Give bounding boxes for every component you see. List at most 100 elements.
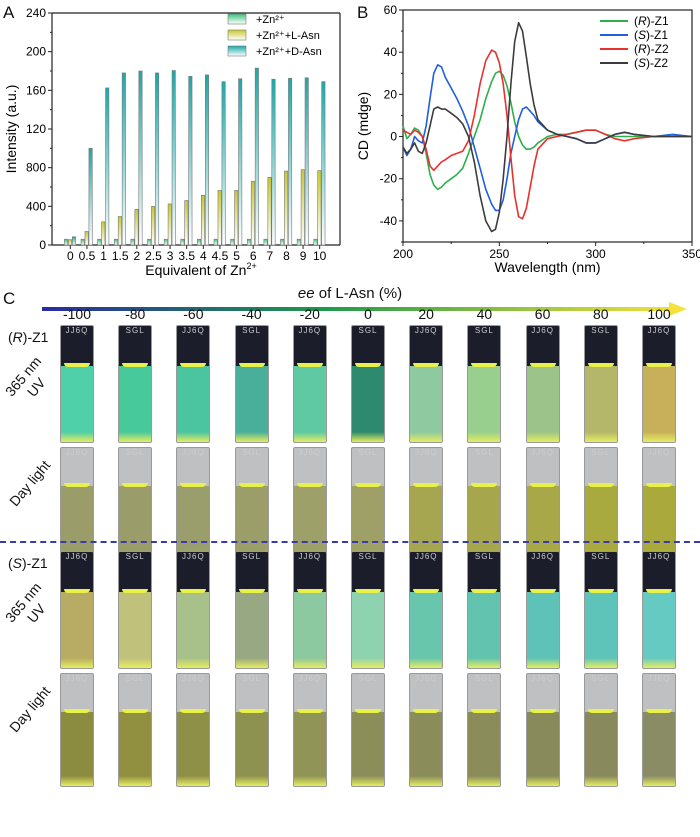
ee-value-label: 40 (476, 306, 493, 322)
ee-value-label: 0 (364, 306, 372, 322)
cuvette-engraving: SGL (358, 448, 378, 457)
cuvette-bottom (643, 658, 675, 668)
legend-prefix: ( (634, 28, 638, 42)
cuvette-uv: SGL (583, 325, 618, 443)
cuvette-bottom (643, 432, 675, 442)
legend-label: +Zn²⁺+D-Asn (256, 46, 322, 58)
group-label: (R)-Z1 (8, 329, 48, 345)
bar--zn2- (213, 238, 218, 246)
legend-italic: R (638, 14, 647, 28)
x-tick-label: 1.5 (112, 249, 129, 263)
bar--zn2-d-asn (171, 70, 176, 246)
meniscus (296, 483, 323, 487)
legend-label: (R)-Z2 (634, 42, 669, 56)
cuvette-engraving: SGL (591, 552, 611, 561)
meniscus (355, 483, 381, 487)
cuvette-uv: JJ6Q (292, 325, 327, 443)
cuvette-engraving: JJ6Q (298, 552, 322, 561)
ee-value-label: -100 (62, 306, 92, 322)
cuvette-bottom (352, 658, 384, 668)
cuvette-uv: JJ6Q (525, 325, 560, 443)
x-axis-title: Equivalent of Zn2+ (145, 261, 256, 278)
cuvette-bottom (119, 432, 152, 442)
x-tick-label: 8 (283, 249, 290, 263)
meniscus (180, 363, 207, 367)
cuvette-bottom (177, 776, 210, 786)
y-tick-label: 40 (384, 45, 398, 59)
cuvette-bottom (643, 776, 675, 786)
cuvette-bottom (526, 658, 559, 668)
legend-prefix: ( (634, 42, 638, 56)
x-tick-label: 2 (133, 249, 140, 263)
bar--zn2-l-asn (68, 239, 72, 246)
cuvette-daylight: JJ6Q (292, 673, 327, 787)
cuvette-engraving: JJ6Q (414, 552, 438, 561)
cuvette-engraving: SGL (242, 326, 262, 335)
bar--zn2- (80, 238, 85, 246)
cuvette-engraving: SGL (358, 674, 378, 683)
x-tick-label: 3 (167, 249, 174, 263)
cuvette-engraving: SGL (125, 674, 145, 683)
x-axis-title: Wavelength (nm) (494, 259, 600, 275)
cuvette-engraving: JJ6Q (65, 674, 89, 683)
bar--zn2- (230, 238, 235, 246)
legend-prefix: ( (634, 14, 638, 28)
ee-value-label: 100 (647, 306, 671, 322)
meniscus (64, 709, 90, 713)
ee-value-label: -20 (299, 306, 320, 322)
meniscus (646, 589, 672, 593)
meniscus (413, 709, 440, 713)
cuvette-bottom (293, 432, 326, 442)
y-axis-title: Intensity (a.u.) (3, 85, 19, 174)
bar--zn2- (280, 238, 285, 246)
group-label: (S)-Z1 (8, 555, 48, 571)
legend-prefix: ( (634, 56, 638, 70)
bar--zn2- (97, 238, 102, 246)
cuvette-bottom (526, 776, 559, 786)
cuvette-uv: SGL (234, 551, 269, 669)
bar--zn2- (147, 238, 152, 246)
cuvette-bottom (235, 658, 268, 668)
cuvette-bottom (177, 658, 210, 668)
cuvette-engraving: JJ6Q (298, 674, 322, 683)
group-label-italic: S (12, 555, 23, 571)
x-tick-label: 7 (266, 249, 273, 263)
cuvette-bottom (468, 776, 501, 786)
cuvette-engraving: SGL (125, 552, 145, 561)
cuvette-daylight: SGL (583, 673, 618, 787)
y-tick-label: 200 (26, 45, 46, 59)
meniscus (587, 363, 614, 367)
cuvette-daylight: SGL (351, 673, 385, 787)
cuvette-engraving: SGL (474, 552, 494, 561)
legend-suffix: )-Z2 (647, 42, 669, 56)
line--r-z2 (402, 49, 692, 220)
legend-label: +Zn²⁺ (256, 14, 285, 26)
cuvette-engraving: JJ6Q (298, 448, 322, 457)
cuvette-engraving: JJ6Q (65, 552, 89, 561)
ee-value-label: -80 (125, 306, 146, 322)
legend-label: +Zn²⁺+L-Asn (256, 30, 320, 42)
bar--zn2-l-asn (151, 206, 156, 246)
cuvette-daylight: JJ6Q (176, 447, 211, 561)
ee-gradient-arrow (42, 302, 687, 316)
cuvette-bottom (235, 776, 268, 786)
bar--zn2-d-asn (188, 76, 193, 246)
cuvette-engraving: JJ6Q (647, 552, 671, 561)
meniscus (413, 589, 440, 593)
cuvette-uv: SGL (467, 551, 502, 669)
cuvette-bottom (352, 776, 384, 786)
x-tick-label: 350 (682, 247, 700, 261)
bar--zn2-l-asn (167, 203, 172, 246)
cuvette-engraving: SGL (474, 674, 494, 683)
meniscus (355, 363, 381, 367)
bar-chart-intensity: 0 400 800 120 160 200 240 0 0.5 1 1.5 2 2.5 3 3.5 4 4.5 5… (3, 6, 341, 278)
ee-arrow-head (669, 302, 687, 316)
bar--zn2- (180, 238, 185, 246)
meniscus (646, 483, 672, 487)
legend-italic: R (638, 42, 647, 56)
bar--zn2-d-asn (88, 148, 93, 246)
legend-suffix: )-Z1 (647, 14, 669, 28)
bar--zn2-l-asn (267, 177, 272, 246)
cuvette-engraving: JJ6Q (647, 448, 671, 457)
y-tick-label: 400 (26, 199, 46, 213)
